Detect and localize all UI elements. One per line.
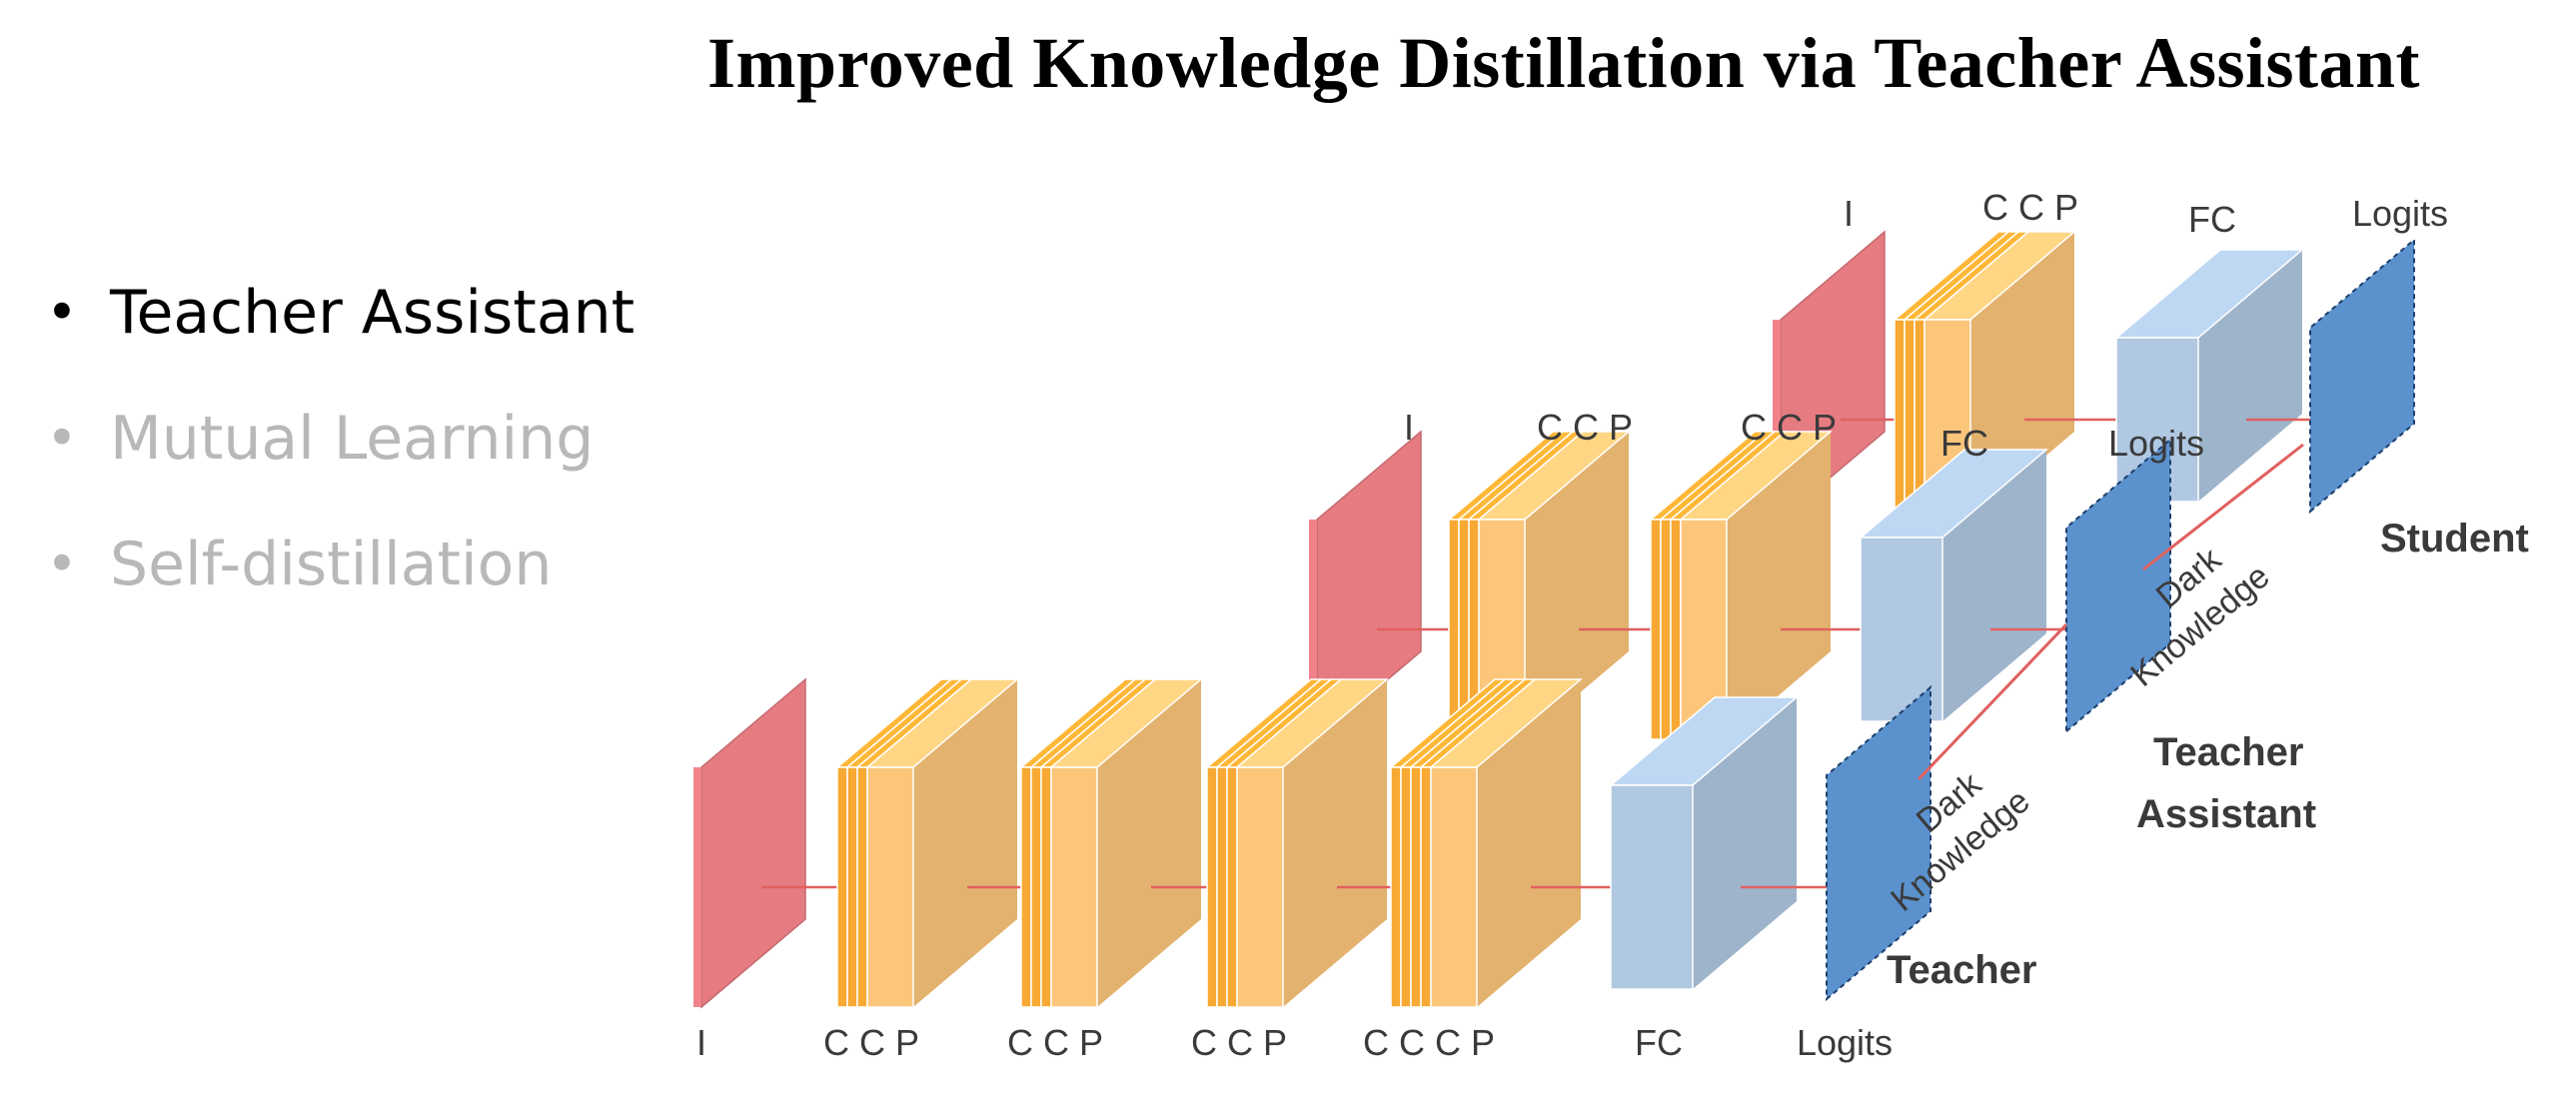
teacher-label-ccp-3: C C P — [1191, 1022, 1287, 1063]
bullet-self-distillation: • Self-distillation — [40, 520, 635, 645]
block-2-pool-side — [1283, 679, 1387, 1007]
block-3-conv-0-front — [1390, 766, 1402, 1008]
block-0-conv-0-front — [1894, 319, 1906, 521]
logits-layer — [1826, 684, 1932, 1002]
student-label-input: I — [1844, 193, 1854, 234]
block-1-conv-0-front — [1650, 519, 1662, 740]
block-0-pool-side — [1525, 432, 1629, 739]
input-layer-edge — [693, 767, 701, 1007]
block-1-conv-1-front — [1030, 766, 1042, 1008]
block-1-pool-side — [1727, 432, 1831, 739]
fc-layer-side — [2198, 250, 2302, 502]
assistant-label-ccp-1: C C P — [1537, 407, 1633, 448]
block-1-conv-2-front — [1040, 766, 1052, 1008]
student-label-fc: FC — [2188, 199, 2236, 240]
student-label-logits: Logits — [2352, 193, 2448, 234]
block-3-conv-2-front — [1410, 766, 1422, 1008]
assistant-label-line1: Teacher — [2153, 730, 2303, 774]
input-layer — [700, 677, 806, 1009]
bullet-label: Teacher Assistant — [110, 278, 636, 348]
block-2-conv-1-front — [1216, 766, 1228, 1008]
assistant-label-logits: Logits — [2108, 423, 2204, 464]
bullet-label: Self-distillation — [110, 530, 553, 599]
teacher-label-cccp: C C C P — [1363, 1022, 1495, 1063]
block-3-conv-3-front — [1420, 766, 1432, 1008]
teacher-network: I C C P C C P C C P C C C P FC Logits — [693, 677, 1932, 1063]
bullet-dot-icon: • — [46, 407, 78, 470]
block-0-conv-0-front — [1448, 519, 1460, 740]
teacher-label-logits: Logits — [1797, 1022, 1893, 1063]
block-0-pool-side — [913, 679, 1017, 1007]
assistant-network: I C C P C C P FC Logits — [1309, 407, 2204, 741]
block-1-pool-side — [1097, 679, 1201, 1007]
bullet-label: Mutual Learning — [110, 404, 595, 474]
teacher-label-ccp-2: C C P — [1007, 1022, 1103, 1063]
assistant-label-input: I — [1404, 407, 1414, 448]
assistant-label-ccp-2: C C P — [1741, 407, 1837, 448]
dark-knowledge-line-2 — [2142, 443, 2304, 571]
assistant-label-fc: FC — [1940, 423, 1988, 464]
block-0-conv-1-front — [846, 766, 858, 1008]
bullet-dot-icon: • — [46, 533, 78, 595]
fc-layer-side — [1942, 450, 2046, 721]
teacher-label: Teacher — [1887, 948, 2036, 992]
block-0-conv-1-front — [1904, 319, 1916, 521]
block-1-conv-1-front — [1660, 519, 1672, 740]
block-0-conv-0-front — [836, 766, 848, 1008]
assistant-label-line2: Assistant — [2136, 792, 2316, 836]
student-label-ccp: C C P — [1982, 187, 2078, 228]
teacher-label-fc: FC — [1635, 1022, 1683, 1063]
block-1-conv-2-front — [1670, 519, 1682, 740]
page-title: Improved Knowledge Distillation via Teac… — [707, 23, 2420, 103]
block-3-conv-1-front — [1400, 766, 1412, 1008]
block-0-pool-front — [866, 766, 914, 1008]
input-layer-edge — [1773, 320, 1781, 520]
block-2-pool-front — [1236, 766, 1284, 1008]
logits-layer — [2309, 237, 2415, 515]
teacher-label-input: I — [696, 1022, 706, 1063]
fc-layer-side — [1693, 697, 1797, 989]
block-3-pool-front — [1430, 766, 1478, 1008]
teacher-label-ccp-1: C C P — [823, 1022, 919, 1063]
bullet-mutual-learning: • Mutual Learning — [40, 394, 635, 520]
bullet-list: • Teacher Assistant • Mutual Learning • … — [40, 268, 635, 645]
block-1-conv-0-front — [1020, 766, 1032, 1008]
fc-layer-front — [1610, 784, 1694, 990]
dark-knowledge-line-1 — [1917, 622, 2068, 781]
student-label: Student — [2380, 517, 2529, 560]
block-2-conv-2-front — [1226, 766, 1238, 1008]
input-layer-edge — [1309, 520, 1317, 739]
block-2-conv-0-front — [1206, 766, 1218, 1008]
block-3-pool-side — [1477, 679, 1581, 1007]
block-0-conv-2-front — [856, 766, 868, 1008]
logits-layer — [2065, 437, 2171, 734]
bullet-teacher-assistant: • Teacher Assistant — [40, 268, 635, 394]
block-0-pool-side — [1970, 232, 2074, 520]
block-1-pool-front — [1050, 766, 1098, 1008]
bullet-dot-icon: • — [46, 281, 78, 344]
student-network: I C C P FC Logits — [1773, 187, 2448, 522]
